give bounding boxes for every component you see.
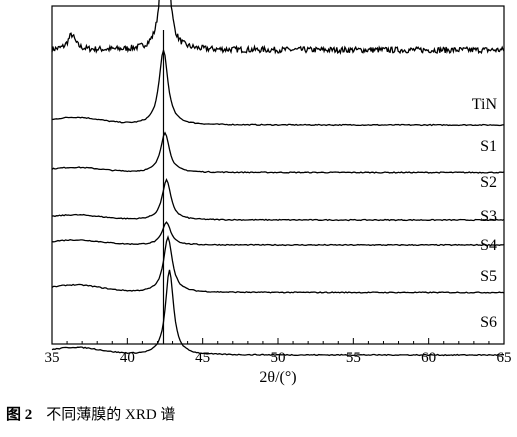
series-label-s5: S5 xyxy=(480,268,497,285)
plot-border xyxy=(51,5,505,345)
figure-caption-text: 不同薄膜的 XRD 谱 xyxy=(46,407,176,423)
series-label-s1: S1 xyxy=(480,138,497,155)
x-tick-label: 65 xyxy=(497,350,512,366)
x-tick-label: 45 xyxy=(195,350,210,366)
series-labels: TiN S1 S2 S3 S4 S5 S6 xyxy=(472,96,498,331)
figure-caption: 图 2 不同薄膜的 XRD 谱 xyxy=(6,403,175,424)
series-lines xyxy=(51,0,505,357)
series-line-s6 xyxy=(51,269,504,357)
x-tick-label: 55 xyxy=(346,350,361,366)
x-tick-label: 35 xyxy=(45,350,60,366)
plot-frame xyxy=(51,5,505,345)
x-tick-label: 60 xyxy=(421,350,436,366)
series-line-s5 xyxy=(51,234,505,294)
x-tick-label: 50 xyxy=(271,350,286,366)
figure-number: 图 2 xyxy=(6,407,33,423)
series-label-s6: S6 xyxy=(480,314,497,331)
xrd-chart: TiN S1 S2 S3 S4 S5 S6 35 40 45 50 55 60 65 2θ/(°) xyxy=(45,0,512,386)
series-line-tin xyxy=(51,0,505,56)
series-label-tin: TiN xyxy=(472,96,498,113)
series-line-s4 xyxy=(51,221,505,247)
x-axis-title: 2θ/(°) xyxy=(259,369,296,386)
x-tick-label: 40 xyxy=(120,350,135,366)
series-line-s1 xyxy=(51,47,505,127)
series-label-s3: S3 xyxy=(480,208,497,225)
series-label-s4: S4 xyxy=(480,237,497,254)
series-line-s3 xyxy=(51,177,505,222)
series-line-s2 xyxy=(51,131,505,174)
series-label-s2: S2 xyxy=(480,174,497,191)
x-axis-ticks: 35 40 45 50 55 60 65 xyxy=(45,338,512,366)
